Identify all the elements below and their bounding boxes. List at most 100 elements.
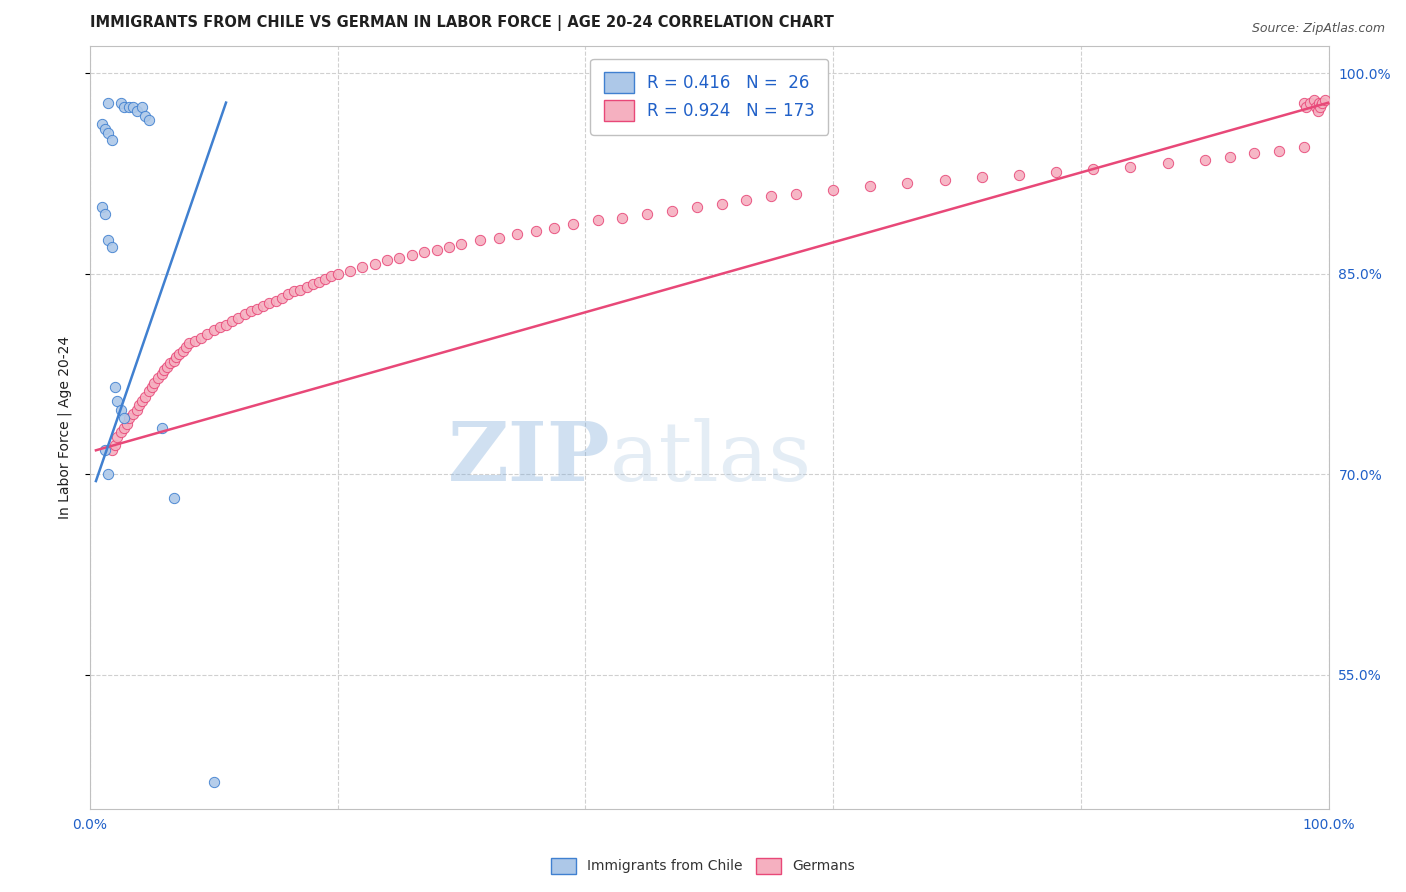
Point (122, 407, 145, 421)
Point (118, 411, 141, 425)
Point (97, 233, 120, 247)
Point (97, 467, 120, 482)
Point (112, 100, 135, 114)
Point (166, 350, 188, 364)
Point (450, 237, 472, 252)
Point (264, 293, 287, 308)
Point (153, 363, 176, 377)
Point (586, 213, 609, 227)
Point (110, 403, 132, 417)
Point (375, 253, 398, 268)
Point (215, 318, 238, 332)
Point (823, 182, 845, 196)
Point (426, 243, 449, 257)
Point (1156, 155, 1178, 169)
Point (1299, 95, 1322, 110)
Point (524, 224, 547, 238)
Point (128, 398, 150, 412)
Point (150, 420, 173, 434)
Point (1306, 103, 1329, 118)
Point (125, 403, 148, 417)
Point (295, 280, 318, 294)
Point (321, 269, 343, 284)
Point (252, 299, 274, 313)
Point (270, 291, 292, 305)
Point (150, 367, 173, 381)
Text: ZIP: ZIP (447, 418, 610, 498)
Point (118, 100, 141, 114)
Point (110, 425, 132, 439)
Point (1313, 93, 1336, 107)
Point (1309, 100, 1331, 114)
Point (115, 417, 138, 431)
Point (277, 286, 299, 301)
Point (1292, 140, 1315, 154)
Point (326, 267, 349, 281)
Point (934, 173, 956, 187)
Point (233, 307, 256, 321)
Point (138, 384, 160, 399)
Point (97, 127, 120, 141)
Point (167, 347, 190, 361)
Point (970, 170, 993, 185)
Point (1194, 153, 1216, 167)
Point (176, 340, 198, 354)
Point (134, 109, 156, 123)
Point (103, 438, 125, 452)
Point (290, 283, 312, 297)
Point (661, 203, 683, 218)
Point (202, 775, 225, 789)
Point (710, 197, 733, 211)
Point (1243, 146, 1265, 161)
Point (159, 356, 181, 370)
Point (131, 100, 153, 114)
Point (759, 189, 782, 203)
Point (163, 353, 186, 368)
Point (686, 200, 709, 214)
Point (101, 133, 124, 147)
Point (221, 313, 243, 327)
Point (163, 491, 186, 506)
Point (138, 113, 160, 128)
Point (1045, 165, 1067, 179)
Point (197, 326, 219, 341)
Point (859, 178, 882, 193)
Point (1268, 144, 1291, 158)
Point (301, 277, 323, 292)
Point (146, 371, 169, 385)
Y-axis label: In Labor Force | Age 20-24: In Labor Force | Age 20-24 (58, 336, 72, 519)
Point (246, 301, 269, 316)
Point (105, 393, 128, 408)
Point (352, 260, 374, 274)
Point (1083, 162, 1105, 177)
Point (97, 95, 120, 110)
Point (155, 360, 177, 375)
Point (184, 334, 207, 348)
Point (488, 230, 510, 244)
Point (141, 380, 163, 394)
Point (112, 411, 135, 425)
Point (143, 376, 166, 391)
Point (259, 296, 281, 310)
Point (612, 211, 634, 225)
Point (1305, 100, 1327, 114)
Text: atlas: atlas (610, 418, 813, 498)
Point (131, 393, 153, 408)
Point (93, 206, 115, 220)
Point (228, 310, 250, 325)
Point (134, 390, 156, 404)
Point (1312, 95, 1334, 110)
Point (413, 245, 436, 260)
Point (1308, 95, 1330, 110)
Point (105, 430, 128, 444)
Point (112, 420, 135, 434)
Point (91, 117, 114, 131)
Point (1008, 168, 1031, 182)
Point (1119, 160, 1142, 174)
Point (1295, 100, 1317, 114)
Point (122, 100, 145, 114)
Point (308, 275, 330, 289)
Point (363, 257, 385, 271)
Point (896, 176, 918, 190)
Point (125, 103, 148, 118)
